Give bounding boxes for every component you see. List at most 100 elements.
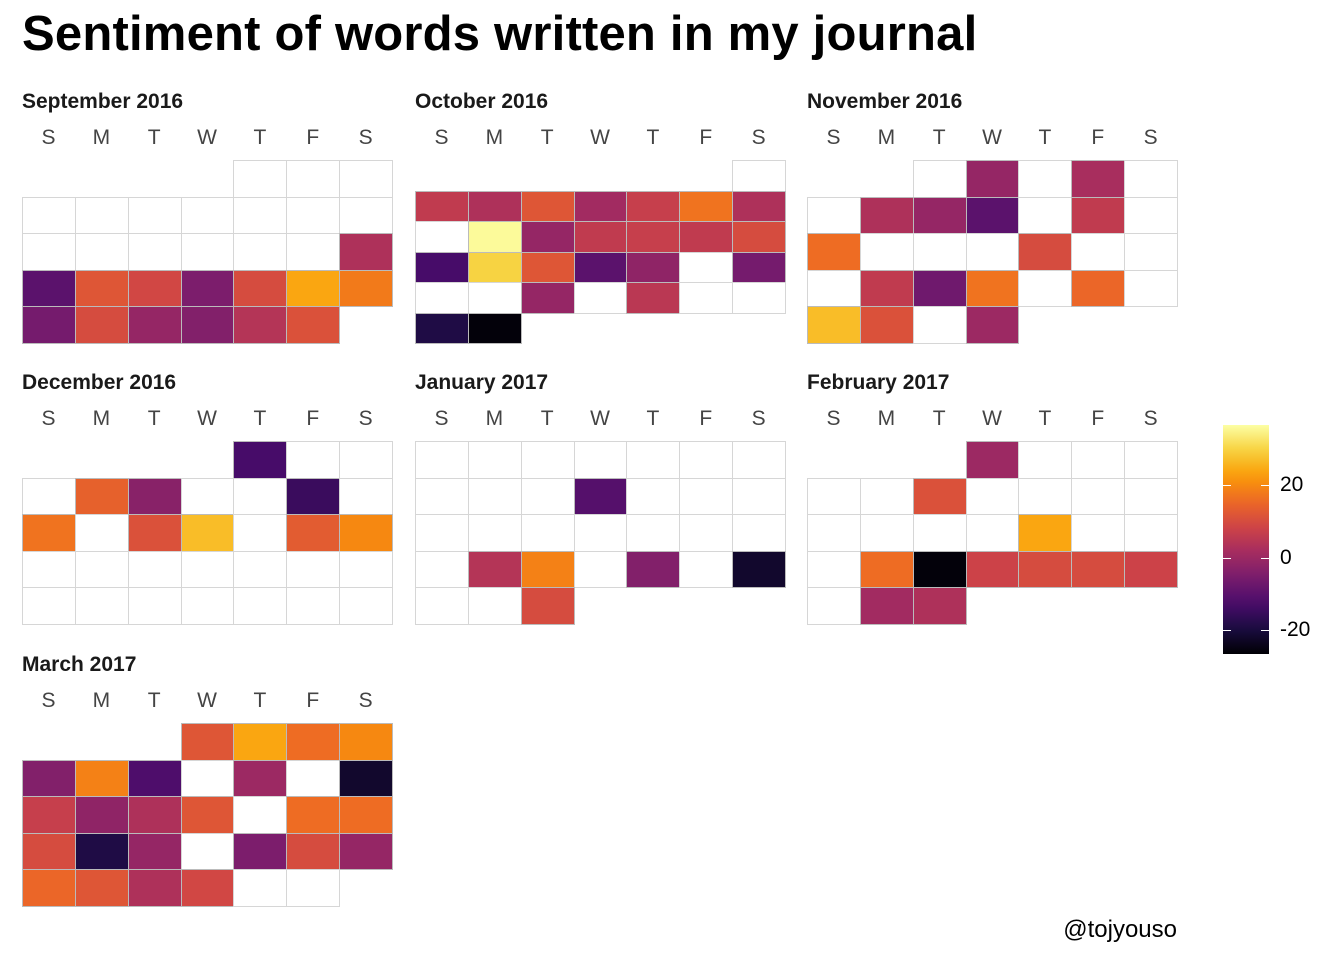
day-cell bbox=[233, 196, 288, 235]
day-cell bbox=[732, 477, 787, 516]
day-cell bbox=[807, 269, 861, 308]
month-panel: January 2017 S M T W T F S bbox=[415, 371, 787, 631]
day-cell bbox=[22, 196, 76, 235]
day-cell bbox=[415, 550, 469, 589]
weekday-label: T bbox=[147, 126, 161, 149]
day-cell bbox=[415, 251, 469, 283]
day-cell bbox=[127, 477, 182, 516]
day-cell bbox=[339, 233, 394, 271]
day-cell bbox=[573, 477, 628, 516]
day-cell bbox=[286, 269, 341, 308]
month-panel: March 2017 S M T W T F S bbox=[22, 653, 394, 913]
day-cell bbox=[679, 221, 734, 253]
day-cell bbox=[180, 514, 235, 552]
day-cell bbox=[859, 477, 914, 516]
day-cell bbox=[233, 869, 288, 907]
day-cell bbox=[626, 190, 681, 222]
day-cell bbox=[573, 282, 628, 314]
day-cell bbox=[415, 282, 469, 314]
day-cell bbox=[74, 306, 129, 344]
weekday-label: M bbox=[485, 126, 504, 149]
month-title: October 2016 bbox=[415, 90, 549, 113]
day-cell bbox=[912, 514, 967, 552]
weekday-label: M bbox=[92, 689, 111, 712]
legend-tick-label: -20 bbox=[1280, 617, 1311, 641]
day-cell bbox=[1018, 160, 1073, 198]
month-panel: February 2017 S M T W T F S bbox=[807, 371, 1179, 631]
day-cell bbox=[415, 221, 469, 253]
day-cell bbox=[74, 587, 129, 625]
day-cell bbox=[339, 832, 394, 871]
chart-title: Sentiment of words written in my journal bbox=[22, 7, 978, 61]
day-cell bbox=[339, 587, 394, 625]
day-cell bbox=[180, 587, 235, 625]
day-cell bbox=[415, 587, 469, 625]
day-cell bbox=[467, 282, 522, 314]
day-cell bbox=[22, 269, 76, 308]
day-cell bbox=[339, 796, 394, 834]
day-cell bbox=[573, 190, 628, 222]
day-cell bbox=[520, 282, 575, 314]
weekday-label: M bbox=[485, 407, 504, 430]
day-cell bbox=[732, 190, 787, 222]
weekday-label: S bbox=[1143, 126, 1158, 149]
day-cell bbox=[732, 221, 787, 253]
day-cell bbox=[233, 832, 288, 871]
weekday-label: S bbox=[826, 126, 841, 149]
day-cell bbox=[626, 251, 681, 283]
day-cell bbox=[74, 796, 129, 834]
day-cell bbox=[1018, 550, 1073, 589]
month-title: November 2016 bbox=[807, 90, 963, 113]
weekday-label: S bbox=[358, 407, 373, 430]
day-cell bbox=[807, 306, 861, 344]
day-cell bbox=[1071, 160, 1126, 198]
day-cell bbox=[1018, 196, 1073, 235]
day-cell bbox=[286, 723, 341, 761]
day-cell bbox=[679, 550, 734, 589]
day-cell bbox=[965, 441, 1020, 479]
day-cell bbox=[467, 251, 522, 283]
day-cell bbox=[127, 759, 182, 798]
day-cell bbox=[22, 306, 76, 344]
legend-tick-mark bbox=[1223, 557, 1231, 559]
day-cell bbox=[415, 441, 469, 479]
weekday-label: T bbox=[253, 126, 267, 149]
weekday-label: S bbox=[751, 407, 766, 430]
day-cell bbox=[912, 160, 967, 198]
day-cell bbox=[74, 514, 129, 552]
day-cell bbox=[467, 477, 522, 516]
weekday-label: T bbox=[147, 407, 161, 430]
weekday-label: F bbox=[306, 126, 320, 149]
month-title: January 2017 bbox=[415, 371, 549, 394]
day-cell bbox=[965, 269, 1020, 308]
day-cell bbox=[912, 306, 967, 344]
day-cell bbox=[74, 550, 129, 589]
day-cell bbox=[233, 514, 288, 552]
day-cell bbox=[127, 550, 182, 589]
day-cell bbox=[1071, 441, 1126, 479]
day-cell bbox=[573, 550, 628, 589]
weekday-label: W bbox=[197, 689, 217, 712]
legend-tick-label: 0 bbox=[1280, 545, 1292, 569]
day-cell bbox=[520, 221, 575, 253]
weekday-label: S bbox=[1143, 407, 1158, 430]
day-cell bbox=[626, 550, 681, 589]
weekday-label: F bbox=[306, 689, 320, 712]
day-cell bbox=[286, 759, 341, 798]
day-cell bbox=[74, 233, 129, 271]
day-cell bbox=[22, 587, 76, 625]
day-cell bbox=[286, 160, 341, 198]
day-cell bbox=[286, 477, 341, 516]
day-cell bbox=[339, 550, 394, 589]
weekday-label: W bbox=[590, 407, 610, 430]
day-cell bbox=[127, 269, 182, 308]
day-cell bbox=[1071, 477, 1126, 516]
weekday-label: M bbox=[92, 126, 111, 149]
weekday-label: S bbox=[41, 407, 56, 430]
day-cell bbox=[965, 233, 1020, 271]
day-cell bbox=[74, 869, 129, 907]
day-cell bbox=[807, 233, 861, 271]
day-cell bbox=[732, 251, 787, 283]
day-cell bbox=[233, 550, 288, 589]
month-panel: November 2016 S M T W T F S bbox=[807, 90, 1179, 350]
